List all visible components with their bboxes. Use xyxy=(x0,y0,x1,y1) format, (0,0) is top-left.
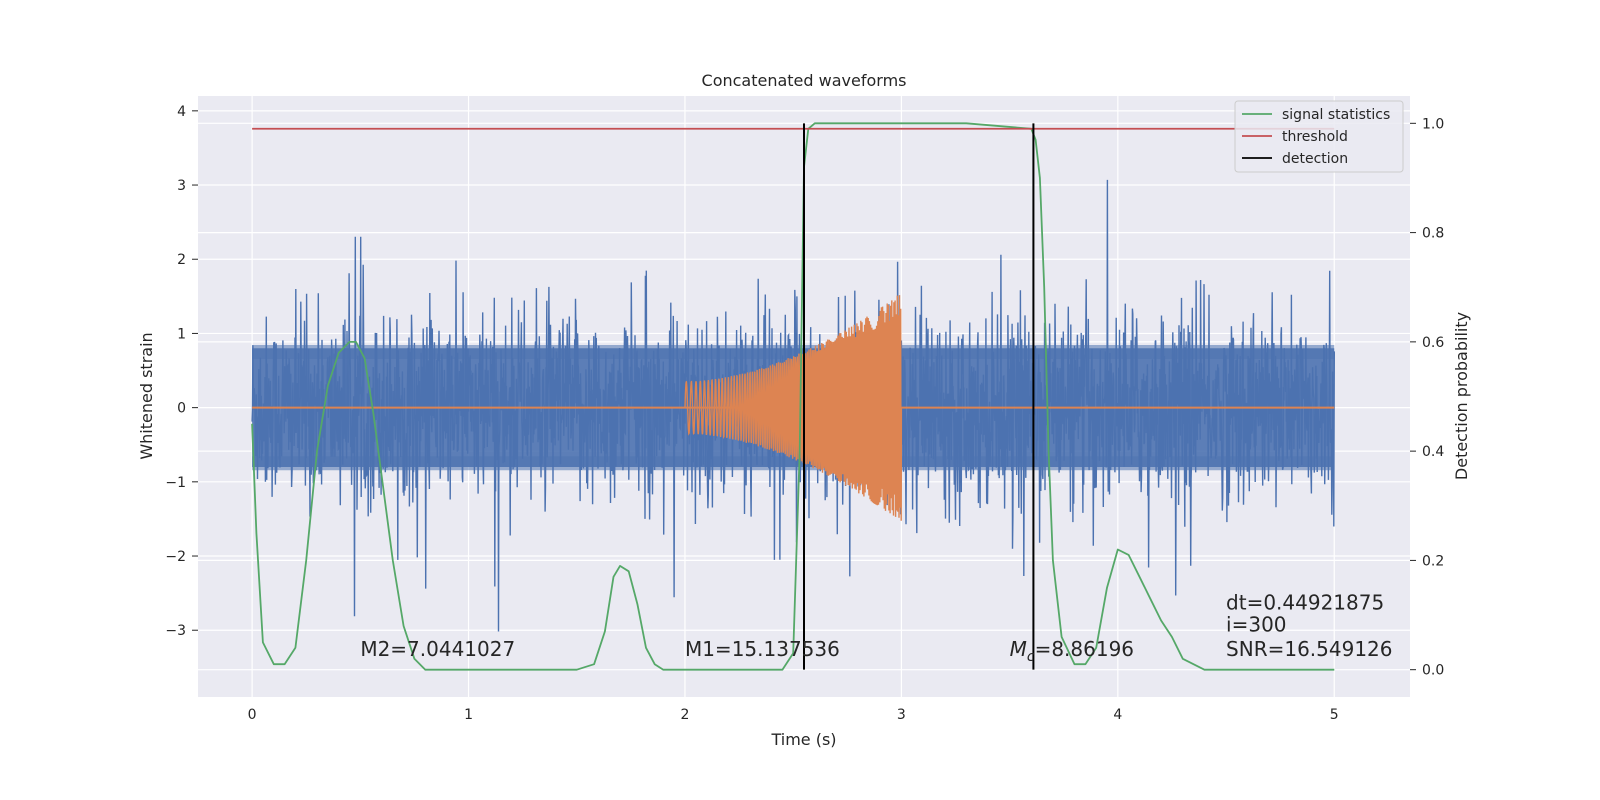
y2-tick-label: 0.0 xyxy=(1422,663,1444,679)
y2-tick-label: 0.8 xyxy=(1422,226,1444,242)
signal-statistics-line xyxy=(251,122,1335,671)
probability-series xyxy=(251,122,1335,671)
y2-tick-label: 0.4 xyxy=(1422,444,1444,460)
y2-axis-label: Detection probability xyxy=(1452,312,1471,480)
legend-label-detection: detection xyxy=(1282,151,1348,167)
x-tick-label: 5 xyxy=(1330,707,1339,723)
y-axis-label: Whitened strain xyxy=(137,332,156,459)
y2-tick-label: 0.6 xyxy=(1422,335,1444,351)
y-tick-label: 0 xyxy=(177,401,186,417)
legend-label-threshold: threshold xyxy=(1282,129,1348,145)
legend-box xyxy=(1234,100,1404,173)
chart-title: Concatenated waveforms xyxy=(702,71,907,90)
y-tick-label: −3 xyxy=(165,623,186,639)
y-tick-label: 1 xyxy=(177,326,186,342)
annotation-prefix: M xyxy=(1010,637,1027,661)
x-tick-label: 2 xyxy=(681,707,690,723)
annotation-4: i=300 xyxy=(1226,613,1287,637)
x-tick-label: 3 xyxy=(897,707,906,723)
y2-tick-label: 1.0 xyxy=(1422,116,1444,132)
y-tick-label: 3 xyxy=(177,178,186,194)
legend-label-signal-statistics: signal statistics xyxy=(1282,107,1390,123)
annotation-subscript: c xyxy=(1027,649,1035,665)
y-tick-label: −2 xyxy=(165,549,186,565)
annotations: M2=7.0441027 M1=15.137536 Mc=8.86196 dt=0.4… xyxy=(360,590,1392,665)
injection-series xyxy=(252,295,1335,521)
injection-chirp xyxy=(684,295,903,521)
y2-tick-label: 0.2 xyxy=(1422,553,1444,569)
y-tick-label: 2 xyxy=(177,252,186,268)
legend: signal statistics threshold detection xyxy=(1234,100,1404,173)
annotation-suffix: =8.86196 xyxy=(1035,637,1134,661)
y-tick-label: −1 xyxy=(165,475,186,491)
y-tick-label: 4 xyxy=(177,104,186,120)
annotation-1: M1=15.137536 xyxy=(685,637,840,661)
annotation-0: M2=7.0441027 xyxy=(360,637,515,661)
annotation-3: dt=0.44921875 xyxy=(1226,590,1384,614)
x-tick-label: 0 xyxy=(248,707,257,723)
ticks: 0 1 2 3 4 5 −3 −2 −1 0 1 2 3 4 0.0 0.2 0.4 0.6 0.8 1.0 xyxy=(165,104,1444,723)
x-tick-label: 4 xyxy=(1113,707,1122,723)
annotation-5: SNR=16.549126 xyxy=(1226,637,1392,661)
x-tick-label: 1 xyxy=(464,707,473,723)
x-axis-label: Time (s) xyxy=(770,730,836,749)
annotation-2: Mc=8.86196 xyxy=(1010,637,1134,665)
